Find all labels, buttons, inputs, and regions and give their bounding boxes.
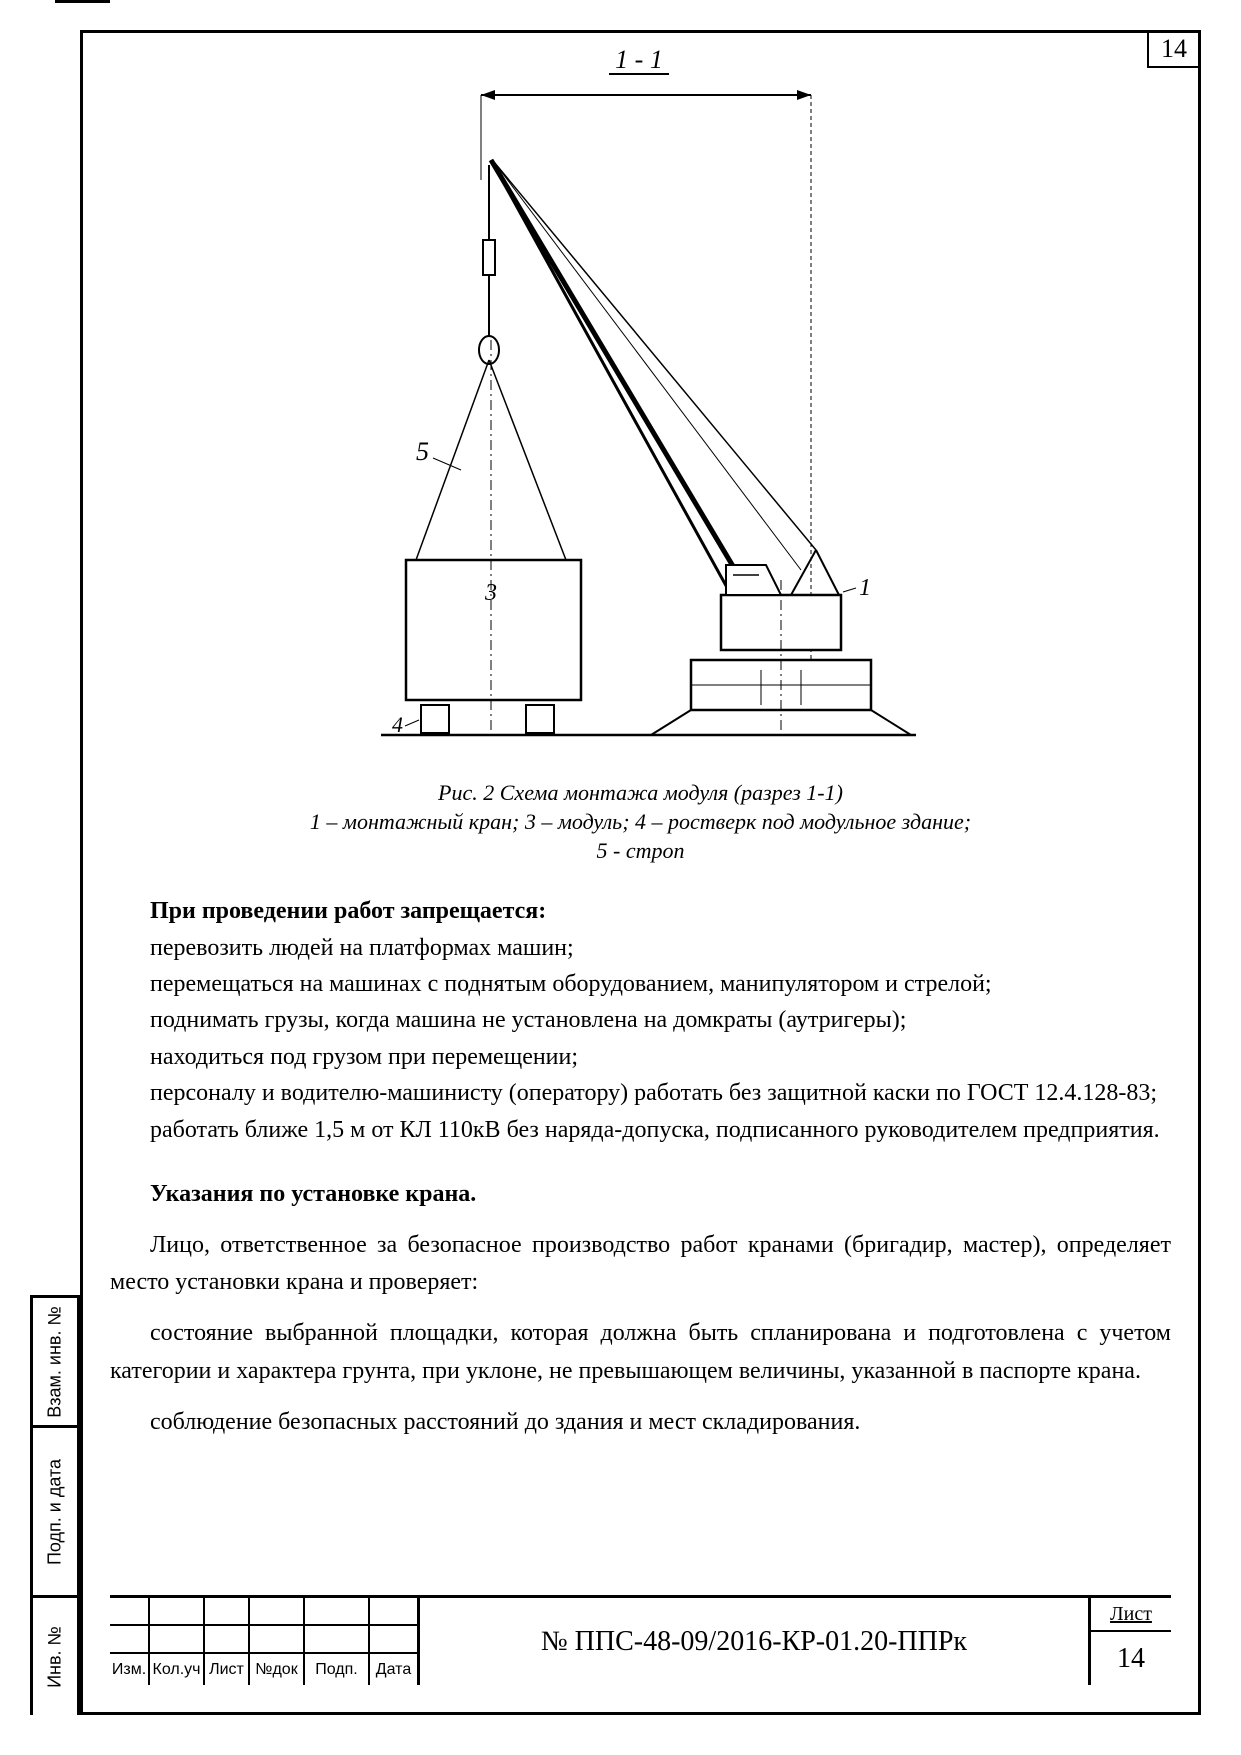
figure-crane-diagram: 1 - 1 (110, 40, 1171, 865)
tb-header-ndok: №док (250, 1654, 305, 1685)
title-block-doc-number: № ППС-48-09/2016-КР-01.20-ППРк (420, 1598, 1091, 1685)
p6: работать ближе 1,5 м от КЛ 110кВ без нар… (110, 1114, 1171, 1146)
side-cell-podp: Подп. и дата (33, 1425, 77, 1595)
caption-line3: 5 - строп (110, 837, 1171, 866)
caption-line1: Рис. 2 Схема монтажа модуля (разрез 1-1) (110, 779, 1171, 808)
side-cell-vzam: Взам. инв. № (33, 1295, 77, 1425)
p5: персоналу и водителю-машинисту (оператор… (110, 1077, 1171, 1109)
heading-crane-setup: Указания по установке крана. (150, 1181, 476, 1207)
side-tick-1 (55, 0, 110, 3)
p4: находиться под грузом при перемещении; (110, 1041, 1171, 1073)
sheet-label: Лист (1091, 1598, 1171, 1632)
side-stamp: Взам. инв. № Подп. и дата Инв. № (30, 1295, 80, 1715)
side-stamp-inner-line (80, 1295, 83, 1715)
side-label-podp: Подп. и дата (45, 1458, 66, 1564)
text-section-prohibitions: При проведении работ запрещается: перево… (110, 895, 1171, 1146)
title-block-revisions: Изм. Кол.уч Лист №док Подп. Дата (110, 1598, 420, 1685)
title-block: Изм. Кол.уч Лист №док Подп. Дата № ППС-4… (110, 1595, 1171, 1685)
heading-prohibitions: При проведении работ запрещается: (150, 898, 546, 924)
figure-caption: Рис. 2 Схема монтажа модуля (разрез 1-1)… (110, 779, 1171, 865)
p1: перевозить людей на платформах машин; (110, 932, 1171, 964)
tb-header-data: Дата (370, 1654, 417, 1685)
caption-line2: 1 – монтажный кран; 3 – модуль; 4 – рост… (110, 808, 1171, 837)
tb-header-podp: Подп. (305, 1654, 370, 1685)
side-label-inv: Инв. № (45, 1626, 66, 1688)
svg-text:4: 4 (392, 712, 403, 737)
p3: поднимать грузы, когда машина не установ… (110, 1004, 1171, 1036)
section-label-text: 1 - 1 (615, 45, 663, 74)
side-cell-inv: Инв. № (33, 1595, 77, 1715)
svg-text:1: 1 (859, 575, 871, 601)
content-area: 1 - 1 (110, 30, 1171, 1455)
side-label-vzam: Взам. инв. № (45, 1306, 66, 1418)
sheet-number: 14 (1091, 1632, 1171, 1685)
p7: Лицо, ответственное за безопасное произв… (110, 1227, 1171, 1301)
tb-header-koluch: Кол.уч (150, 1654, 205, 1685)
tb-header-list: Лист (205, 1654, 250, 1685)
title-block-sheet: Лист 14 (1091, 1598, 1171, 1685)
p2: перемещаться на машинах с поднятым обору… (110, 968, 1171, 1000)
p8: состояние выбранной площадки, которая до… (110, 1315, 1171, 1389)
text-section-crane-setup: Указания по установке крана. Лицо, ответ… (110, 1176, 1171, 1441)
p9: соблюдение безопасных расстояний до здан… (110, 1404, 1171, 1441)
tb-header-izm: Изм. (110, 1654, 150, 1685)
svg-text:5: 5 (416, 437, 429, 466)
